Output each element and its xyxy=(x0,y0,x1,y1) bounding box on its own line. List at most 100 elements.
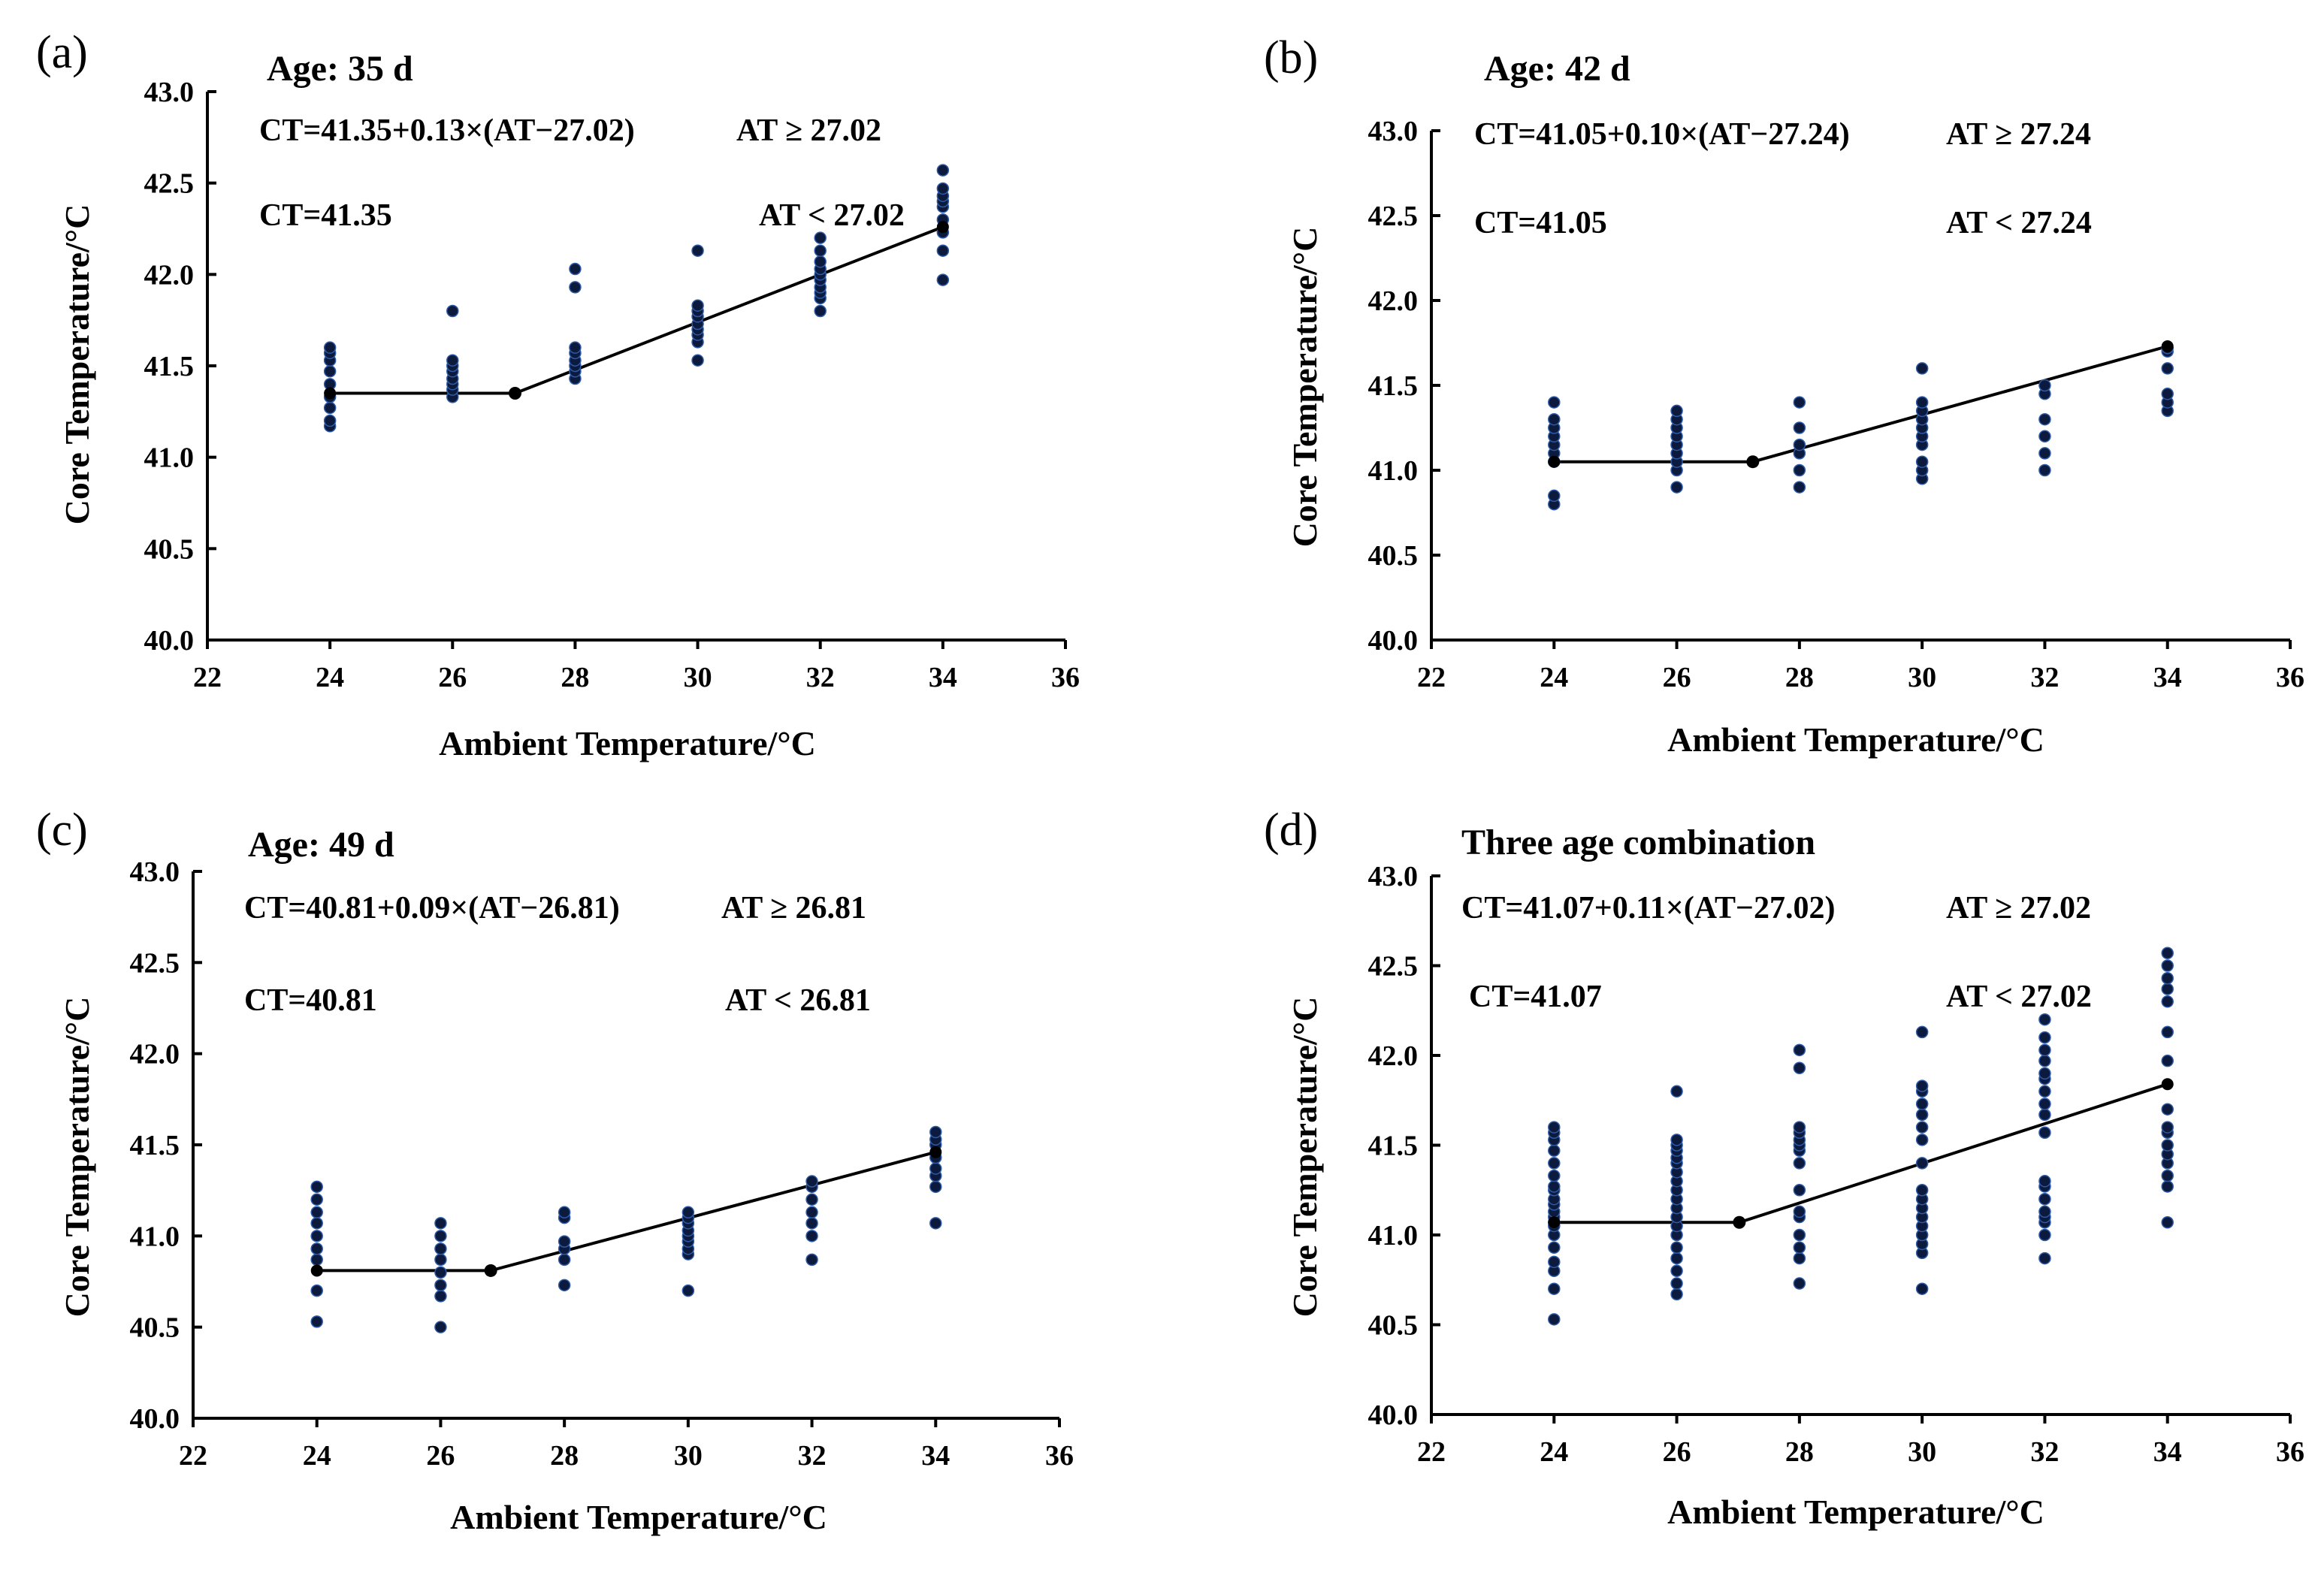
data-point xyxy=(1793,1228,1806,1242)
data-point xyxy=(1793,396,1806,409)
y-tick-label: 41.0 xyxy=(130,1221,180,1252)
data-point xyxy=(434,1279,447,1292)
data-point xyxy=(569,262,582,276)
data-point xyxy=(1548,1121,1561,1134)
x-tick-label: 28 xyxy=(550,1440,579,1472)
x-tick-label: 28 xyxy=(561,662,589,693)
data-point xyxy=(323,401,337,415)
data-point xyxy=(569,341,582,354)
data-point xyxy=(681,1284,695,1297)
y-tick-label: 40.5 xyxy=(130,1312,180,1344)
data-point xyxy=(2038,1228,2051,1242)
data-point xyxy=(310,1206,323,1219)
y-tick-label: 41.0 xyxy=(144,442,195,474)
data-point xyxy=(1548,1241,1561,1254)
data-point xyxy=(805,1253,818,1267)
breakpoint-marker xyxy=(508,387,521,400)
x-tick-label: 32 xyxy=(2030,1436,2059,1468)
data-point xyxy=(805,1206,818,1219)
panel-title: Age: 42 d xyxy=(1484,49,1630,89)
panel-label: (b) xyxy=(1264,32,1318,83)
breakpoint-marker xyxy=(484,1264,497,1277)
equation-upper: CT=41.07+0.11×(AT−27.02) xyxy=(1461,891,1835,925)
data-point xyxy=(1548,412,1561,426)
data-point xyxy=(310,1253,323,1267)
data-point xyxy=(1548,1169,1561,1182)
data-point xyxy=(1670,1241,1683,1254)
y-axis-title: Core Temperature/°C xyxy=(58,204,96,525)
data-point xyxy=(2038,1043,2051,1057)
segmented-fit-line xyxy=(1554,1082,2168,1224)
data-point xyxy=(1915,362,1929,375)
data-point xyxy=(2161,362,2174,375)
x-tick-label: 30 xyxy=(1908,662,1936,693)
data-point xyxy=(1670,1277,1683,1290)
x-tick-label: 32 xyxy=(2030,662,2059,693)
data-point xyxy=(1793,1121,1806,1134)
data-point xyxy=(2161,947,2174,960)
condition-upper: AT ≥ 27.02 xyxy=(1946,891,2091,925)
x-tick-label: 26 xyxy=(1663,662,1691,693)
data-point xyxy=(805,1175,818,1188)
y-tick-label: 40.5 xyxy=(1368,540,1419,572)
y-axis-title: Core Temperature/°C xyxy=(58,997,96,1318)
x-tick-label: 24 xyxy=(1540,662,1568,693)
y-tick-label: 40.0 xyxy=(1368,1399,1419,1431)
y-tick-label: 43.0 xyxy=(130,856,180,888)
x-axis-title: Ambient Temperature/°C xyxy=(1667,1493,2044,1531)
data-point xyxy=(434,1230,447,1242)
panel-label: (d) xyxy=(1264,805,1318,856)
data-point xyxy=(814,255,827,268)
data-point xyxy=(310,1230,323,1242)
y-tick-label: 42.0 xyxy=(130,1039,180,1070)
data-point xyxy=(1670,1251,1683,1265)
plot-area: 22 24 26 28 30 32 34 36 40.0 40.5 41.0 41.5 42.0 42.5… xyxy=(144,77,1080,693)
data-point xyxy=(310,1180,323,1194)
data-point xyxy=(1793,1277,1806,1290)
condition-lower: AT < 26.81 xyxy=(725,983,871,1018)
data-point xyxy=(1915,1282,1929,1295)
data-point xyxy=(2038,1013,2051,1026)
data-point xyxy=(691,354,704,367)
data-point xyxy=(1793,421,1806,434)
data-point xyxy=(2161,1121,2174,1134)
data-point xyxy=(1915,1157,1929,1170)
data-point xyxy=(1793,1157,1806,1170)
data-point xyxy=(936,244,950,257)
x-axis-title: Ambient Temperature/°C xyxy=(1667,720,2044,759)
data-point xyxy=(2038,1175,2051,1188)
equation-lower: CT=40.81 xyxy=(244,983,377,1018)
y-tick-label: 41.0 xyxy=(1368,455,1419,487)
data-point xyxy=(434,1290,447,1303)
data-point xyxy=(691,299,704,312)
data-point xyxy=(2161,1103,2174,1116)
data-point xyxy=(2038,1097,2051,1110)
fit-start-marker xyxy=(310,1264,323,1277)
data-point xyxy=(2161,1180,2174,1193)
data-point xyxy=(1793,438,1806,451)
data-point xyxy=(323,365,337,378)
data-point xyxy=(1915,1079,1929,1092)
data-point xyxy=(929,1217,942,1230)
y-tick-label: 40.5 xyxy=(144,533,195,565)
x-tick-label: 36 xyxy=(1045,1440,1074,1472)
data-point xyxy=(434,1321,447,1333)
x-tick-label: 30 xyxy=(684,662,712,693)
y-tick-label: 41.0 xyxy=(1368,1220,1419,1251)
data-point xyxy=(1915,1108,1929,1122)
x-tick-label: 22 xyxy=(179,1440,207,1472)
y-tick-label: 42.5 xyxy=(130,947,180,979)
x-tick-label: 30 xyxy=(674,1440,703,1472)
data-point xyxy=(2038,379,2051,392)
data-point xyxy=(805,1230,818,1242)
data-point xyxy=(1793,1184,1806,1197)
x-tick-label: 34 xyxy=(921,1440,950,1472)
data-point xyxy=(558,1206,571,1219)
data-point xyxy=(805,1193,818,1206)
data-point xyxy=(2038,1054,2051,1067)
data-point xyxy=(446,304,459,318)
segmented-fit-line xyxy=(1554,345,2168,463)
data-point xyxy=(558,1253,571,1267)
data-point xyxy=(681,1206,695,1219)
data-point xyxy=(2161,1054,2174,1067)
